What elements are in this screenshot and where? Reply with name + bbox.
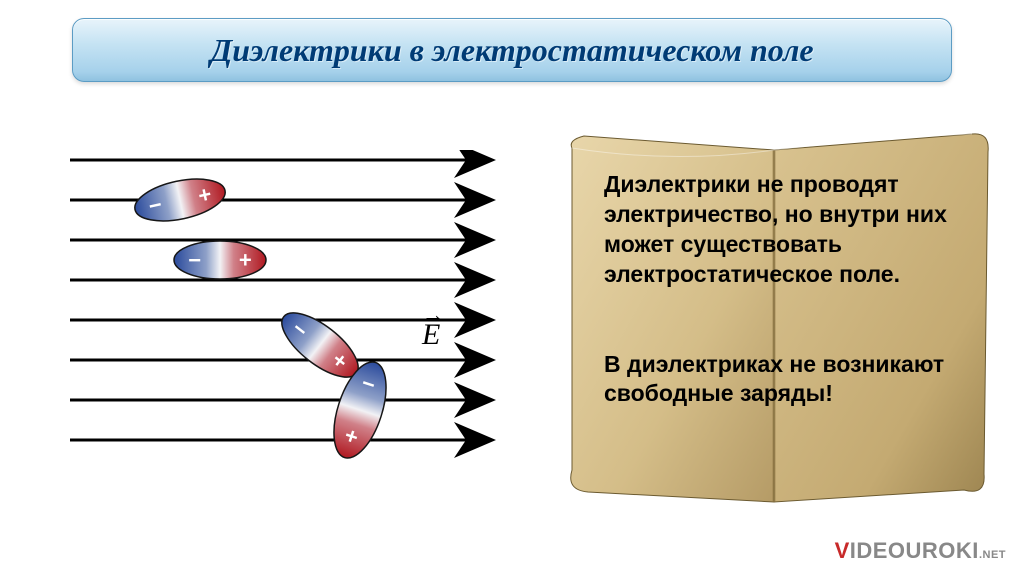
- logo-end: .NET: [979, 549, 1006, 561]
- field-vector-label: E →: [422, 318, 440, 352]
- note-paper: Диэлектрики не проводят электричество, н…: [564, 130, 994, 510]
- note-paragraph-1: Диэлектрики не проводят электричество, н…: [604, 170, 954, 290]
- logo-mid: IDEOUROKI: [850, 538, 979, 563]
- dipole: −+: [174, 241, 266, 279]
- svg-text:+: +: [239, 248, 252, 273]
- note-paragraph-2: В диэлектриках не возникают свободные за…: [604, 350, 954, 410]
- title-banner: Диэлектрики в электростатическом поле: [72, 18, 952, 82]
- logo-v: V: [835, 538, 850, 563]
- note-text: Диэлектрики не проводят электричество, н…: [604, 170, 954, 469]
- field-diagram: −+−+−+−+ E →: [50, 150, 510, 470]
- dipole: −+: [131, 172, 229, 228]
- svg-text:−: −: [188, 248, 201, 273]
- page-title: Диэлектрики в электростатическом поле: [210, 32, 813, 69]
- footer-logo: VIDEOUROKI.NET: [835, 538, 1006, 564]
